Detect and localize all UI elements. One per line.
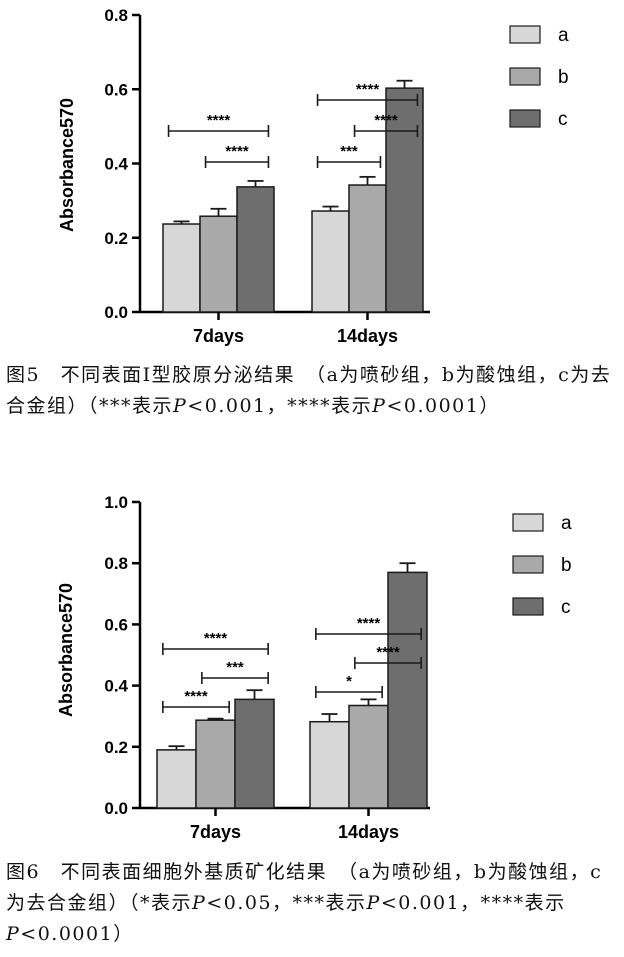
legend-label: a [558,25,569,46]
figure5-svg: 0.0 0.2 0.4 0.6 0.8 Absorbance570 7days 14days *… [57,6,569,346]
figure6-svg: 0.0 0.2 0.4 0.6 0.8 1.0 Absorbance570 7days 14da… [56,493,572,842]
figure5-caption-mid: <0.001，****表示 [187,395,373,417]
bar [348,704,389,809]
figure6-caption-p: P [366,892,381,914]
legend-swatch [512,513,544,532]
significance-label: **** [374,112,398,129]
significance-label: * [346,673,352,690]
figure6-caption: 图6 不同表面细胞外基质矿化结果 （a为喷砂组，b为酸蚀组，c为去合金组）（*表… [6,857,618,950]
bar [234,698,275,809]
y-tick-label: 1.0 [104,493,128,512]
significance-label: **** [207,112,231,129]
figure6-caption-tail: <0.0001） [20,923,134,945]
figure6-caption-lead: 图6 不同表面细胞外基质矿化结果 （a为喷砂组，b为酸蚀组，c为去合金组）（*表… [6,861,603,914]
significance-label: **** [357,615,381,632]
significance-label: **** [184,688,208,705]
y-tick-label: 0.8 [104,6,128,25]
legend-label: b [561,555,572,576]
legend-label: c [561,597,571,618]
figure5-caption-p: P [173,395,188,417]
legend-label: a [561,513,572,534]
y-tick-label: 0.2 [104,229,128,248]
figure6-caption-mid: <0.05，***表示 [206,892,367,914]
y-tick-label: 0.8 [104,554,128,573]
legend-swatch [512,555,544,574]
x-tick-label: 14days [338,822,399,842]
x-tick-label: 7days [193,326,244,346]
y-tick-label: 0.4 [104,155,128,174]
bar [156,749,197,809]
bar [162,223,201,313]
legend-swatch [512,597,544,616]
y-axis-title: Absorbance570 [57,98,77,232]
significance-label: *** [340,143,358,160]
legend-swatch [509,109,541,128]
legend-label: b [558,67,569,88]
y-tick-label: 0.6 [104,615,128,634]
figure6-bar-chart: 0.0 0.2 0.4 0.6 0.8 1.0 Absorbance570 7days 14da… [0,482,624,857]
figure6-caption-p: P [6,923,21,945]
significance-label: *** [226,659,244,676]
y-tick-label: 0.2 [104,738,128,757]
bar [199,215,238,313]
bar [195,719,236,809]
significance-label: **** [376,644,400,661]
figure5-bar-chart: 0.0 0.2 0.4 0.6 0.8 Absorbance570 7days 14days *… [0,0,624,355]
significance-label: **** [356,81,380,98]
bar [309,720,350,809]
figure5-caption-p: P [372,395,387,417]
y-tick-label: 0.4 [104,677,128,696]
y-tick-label: 0.0 [104,303,128,322]
y-tick-label: 0.6 [104,80,128,99]
y-tick-label: 0.0 [104,799,128,818]
bar [236,186,275,313]
figure6-caption-mid: <0.001，****表示 [380,892,566,914]
figure6-caption-p: P [192,892,207,914]
x-tick-label: 14days [337,326,398,346]
significance-label: **** [225,143,249,160]
figure5-caption: 图5 不同表面Ⅰ型胶原分泌结果 （a为喷砂组，b为酸蚀组，c为去合金组）（***… [6,360,618,422]
legend-label: c [558,109,568,130]
bar [311,210,350,313]
bar [348,184,387,313]
y-axis-title: Absorbance570 [56,583,76,717]
legend-swatch [509,25,541,44]
bar [387,571,428,809]
figure5-caption-tail: <0.0001） [386,395,500,417]
x-tick-label: 7days [190,822,241,842]
legend-swatch [509,67,541,86]
figure5-caption-lead: 图5 不同表面Ⅰ型胶原分泌结果 （a为喷砂组，b为酸蚀组，c为去合金组）（***… [6,364,612,417]
significance-label: **** [204,630,228,647]
